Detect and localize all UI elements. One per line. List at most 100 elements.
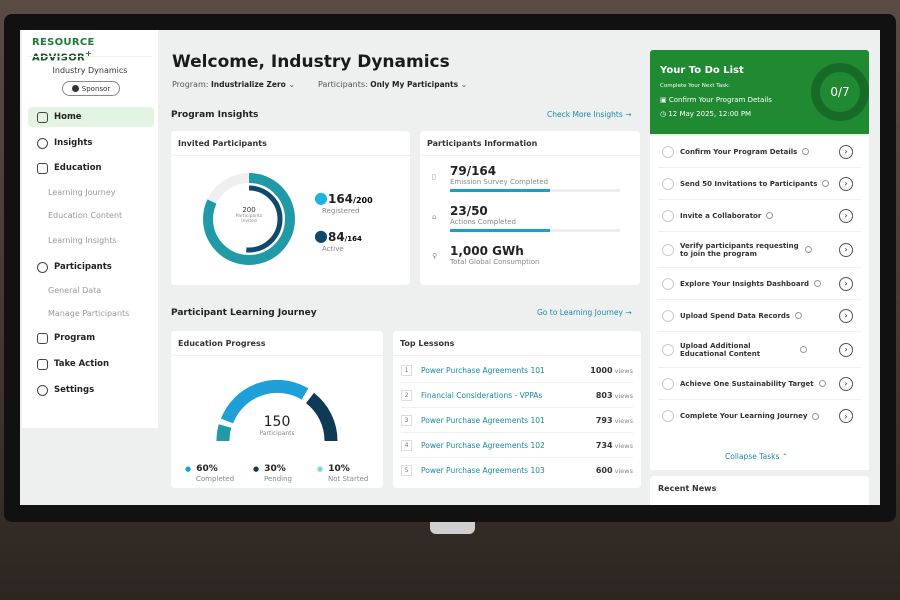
task-checkbox[interactable]	[662, 410, 674, 422]
education-gauge	[216, 379, 338, 442]
center-value: 150	[263, 414, 291, 430]
task-checkbox[interactable]	[662, 177, 674, 190]
sidebar-item-education[interactable]: Education	[28, 158, 154, 178]
task-label: Explore Your Insights Dashboard	[680, 279, 810, 288]
chevron-right-icon[interactable]: ›	[839, 208, 853, 223]
todo-title: Your To Do List	[660, 65, 744, 76]
task-row[interactable]: Confirm Your Program Details ›	[658, 136, 861, 168]
task-label: Upload Spend Data Records	[680, 311, 791, 320]
task-checkbox[interactable]	[662, 145, 674, 158]
info-icon[interactable]	[805, 246, 812, 253]
info-label: Emission Survey Completed	[450, 178, 549, 186]
active-stat: ●84/164 Active	[314, 226, 362, 253]
sidebar-item-insights[interactable]: Insights	[28, 133, 154, 153]
sidebar-item-manage-participants[interactable]: Manage Participants	[48, 309, 130, 318]
chevron-right-icon[interactable]: ›	[839, 144, 853, 159]
lesson-title[interactable]: Financial Considerations - VPPAs	[421, 390, 543, 400]
task-row[interactable]: Upload Spend Data Records ›	[658, 300, 861, 332]
info-icon[interactable]	[766, 212, 774, 219]
sidebar-item-learning-journey[interactable]: Learning Journey	[48, 188, 116, 197]
info-icon[interactable]	[800, 346, 807, 353]
check-more-insights-link[interactable]: Check More Insights →	[547, 110, 631, 119]
lesson-row[interactable]: 3 Power Purchase Agreements 101 793 views	[401, 408, 633, 433]
sidebar-item-take-action[interactable]: Take Action	[28, 354, 154, 374]
task-row[interactable]: Complete Your Learning Journey ›	[658, 400, 861, 432]
task-row[interactable]: Achieve One Sustainability Target ›	[658, 368, 861, 400]
program-select[interactable]: Program: Industrialize Zero ⌄	[172, 80, 295, 89]
legend-label: Not Started	[328, 475, 369, 483]
lesson-rank: 5	[401, 465, 412, 476]
task-checkbox[interactable]	[662, 209, 674, 222]
lesson-row[interactable]: 1 Power Purchase Agreements 101 1000 views	[401, 358, 633, 383]
sidebar-item-program[interactable]: Program	[28, 328, 154, 348]
info-icon[interactable]	[814, 280, 822, 287]
info-icon[interactable]	[795, 312, 803, 319]
task-row[interactable]: Upload Additional Educational Content ›	[658, 332, 861, 368]
lesson-row[interactable]: 2 Financial Considerations - VPPAs 803 vie…	[401, 383, 633, 408]
book-icon	[37, 162, 48, 174]
chevron-right-icon[interactable]: ›	[839, 376, 853, 391]
house-icon: ⌂	[432, 213, 437, 221]
info-icon[interactable]	[812, 412, 820, 420]
chevron-right-icon[interactable]: ›	[839, 342, 853, 357]
lesson-row[interactable]: 5 Power Purchase Agreements 103 600 views	[401, 458, 633, 483]
card-title: Top Lessons	[393, 331, 641, 356]
info-item: 23/50 Actions Completed	[450, 204, 620, 232]
sidebar-item-home[interactable]: Home	[28, 107, 154, 127]
info-value: 79/164	[450, 164, 497, 178]
go-to-learning-journey-link[interactable]: Go to Learning Journey →	[537, 308, 632, 317]
info-icon[interactable]	[802, 148, 810, 155]
collapse-tasks-button[interactable]: Collapse Tasks ⌃	[725, 452, 788, 461]
task-checkbox[interactable]	[662, 343, 674, 356]
task-row[interactable]: Verify participants requesting to join t…	[658, 232, 861, 268]
lesson-title[interactable]: Power Purchase Agreements 102	[421, 440, 545, 450]
lesson-views: 734	[595, 440, 613, 450]
center-value: 200	[242, 206, 256, 214]
sidebar-item-participants[interactable]: Participants	[28, 257, 154, 277]
participants-value: Only My Participants	[370, 80, 459, 89]
lesson-views: 803	[595, 390, 613, 400]
lesson-views: 1000	[590, 365, 613, 375]
lesson-title[interactable]: Power Purchase Agreements 103	[421, 466, 545, 475]
monitor-stand	[430, 522, 475, 534]
logo-text-1: RESOURCE	[32, 37, 95, 48]
info-icon[interactable]	[822, 180, 830, 187]
task-row[interactable]: Invite a Collaborator ›	[658, 200, 861, 232]
lightbulb-icon: ♀	[432, 252, 438, 260]
chevron-right-icon[interactable]: ›	[839, 308, 853, 323]
logo[interactable]: RESOURCE ADVISOR+	[32, 37, 158, 63]
participants-information-card: Participants Information 79/164 Emission…	[420, 131, 640, 285]
chevron-right-icon[interactable]: ›	[839, 242, 853, 257]
legend-label: Pending	[264, 475, 292, 483]
legend-dot: ●	[314, 188, 328, 207]
info-icon[interactable]	[818, 380, 826, 387]
participants-select[interactable]: Participants: Only My Participants ⌄	[318, 80, 467, 89]
task-row[interactable]: Explore Your Insights Dashboard ›	[658, 268, 861, 300]
sidebar-item-settings[interactable]: Settings	[28, 380, 154, 400]
lesson-title[interactable]: Power Purchase Agreements 101	[421, 365, 545, 375]
sidebar-item-education-content[interactable]: Education Content	[48, 211, 123, 220]
task-checkbox[interactable]	[662, 243, 674, 256]
lesson-row[interactable]: 4 Power Purchase Agreements 102 734 views	[401, 433, 633, 458]
education-progress-card: Education Progress 150 Participants ● 60…	[171, 331, 383, 488]
sidebar-item-general-data[interactable]: General Data	[48, 286, 102, 295]
due-text: 12 May 2025, 12:00 PM	[668, 110, 752, 118]
todo-progress-ring: 0/7	[811, 63, 869, 121]
registered-total: /200	[353, 196, 373, 205]
task-row[interactable]: Send 50 Invitations to Participants ›	[658, 168, 861, 200]
task-label: Invite a Collaborator	[680, 211, 762, 220]
task-checkbox[interactable]	[662, 309, 674, 322]
next-task[interactable]: ▣ Confirm Your Program Details	[660, 96, 772, 104]
chevron-right-icon[interactable]: ›	[839, 409, 853, 423]
chevron-right-icon[interactable]: ›	[839, 276, 853, 291]
views-label: views	[614, 416, 633, 425]
task-checkbox[interactable]	[662, 377, 674, 390]
info-value: 1,000 GWh	[450, 244, 524, 258]
app-screen: RESOURCE ADVISOR+ Industry Dynamics Spon…	[20, 30, 880, 505]
role-badge[interactable]: Sponsor	[62, 81, 120, 96]
task-checkbox[interactable]	[662, 277, 674, 290]
chevron-right-icon[interactable]: ›	[839, 176, 853, 191]
lesson-title[interactable]: Power Purchase Agreements 101	[421, 415, 545, 425]
top-lessons-card: Top Lessons 1 Power Purchase Agreements 1…	[393, 331, 641, 488]
sidebar-item-learning-insights[interactable]: Learning Insights	[48, 236, 117, 245]
